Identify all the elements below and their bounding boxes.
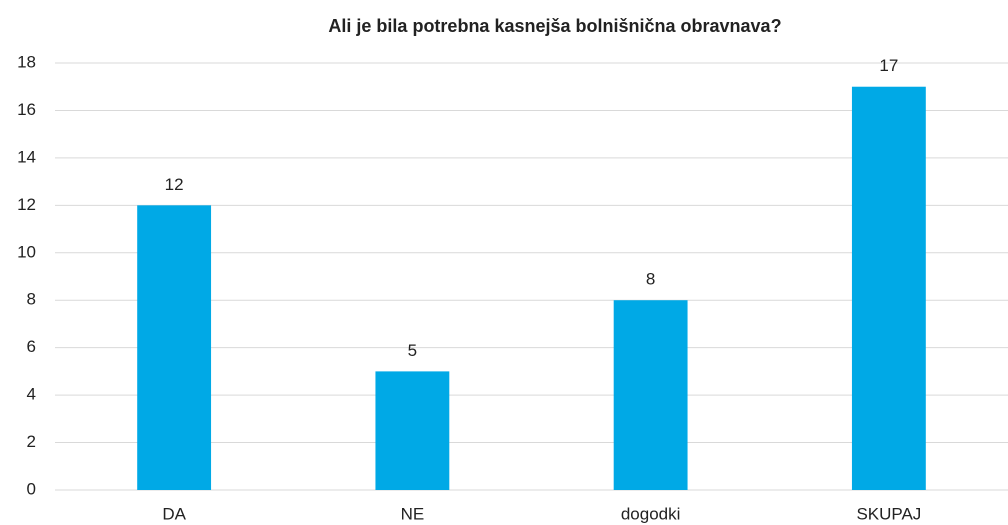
x-tick-label: NE <box>401 504 425 523</box>
bar <box>375 371 450 490</box>
data-label: 12 <box>165 175 184 194</box>
y-tick-label: 4 <box>27 385 36 404</box>
y-tick-label: 8 <box>27 290 36 309</box>
y-tick-label: 2 <box>27 432 36 451</box>
x-tick-label: SKUPAJ <box>856 504 921 523</box>
y-tick-label: 16 <box>17 100 36 119</box>
y-tick-label: 6 <box>27 337 36 356</box>
y-tick-label: 14 <box>17 147 36 166</box>
data-label: 8 <box>646 270 655 289</box>
y-tick-label: 12 <box>17 195 36 214</box>
chart-title: Ali je bila potrebna kasnejša bolnišničn… <box>328 16 781 36</box>
data-label: 5 <box>408 341 417 360</box>
bar <box>137 205 212 491</box>
x-tick-label: DA <box>162 504 186 523</box>
y-tick-label: 18 <box>17 52 36 71</box>
y-tick-label: 0 <box>27 479 36 498</box>
data-label: 17 <box>879 56 898 75</box>
y-tick-label: 10 <box>17 242 36 261</box>
bar <box>851 86 926 490</box>
x-tick-label: dogodki <box>621 504 681 523</box>
bar <box>613 300 688 490</box>
